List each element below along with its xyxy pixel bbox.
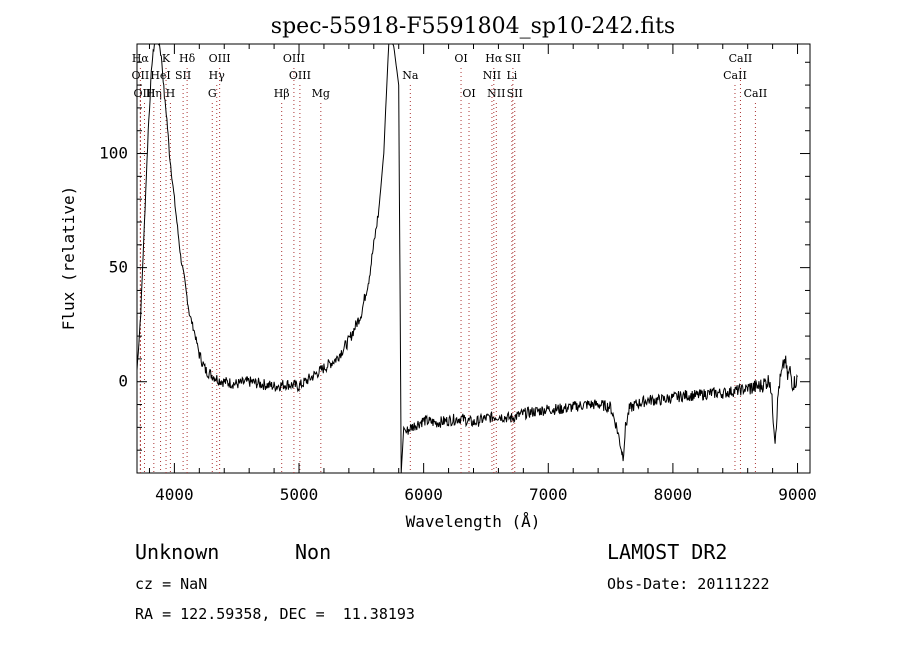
line-label-10: Hγ — [209, 69, 226, 82]
line-label-1: OII — [132, 69, 150, 82]
line-label-15: Mg — [312, 87, 330, 100]
line-label-24: SII — [507, 87, 523, 100]
y-tick-label: 100 — [99, 144, 128, 163]
line-label-23: Li — [506, 69, 517, 82]
line-label-19: Hα — [485, 52, 503, 65]
y-axis-label: Flux (relative) — [59, 186, 78, 331]
axis-ticks — [137, 44, 810, 473]
coordinates: RA = 122.59358, DEC = 11.38193 — [135, 605, 415, 623]
line-label-21: NII — [487, 87, 505, 100]
line-label-26: CaII — [723, 69, 747, 82]
object-subclass: Non — [295, 540, 332, 564]
line-label-9: OIII — [209, 52, 231, 65]
chart-title: spec-55918-F5591804_sp10-242.fits — [271, 14, 675, 39]
redshift-cz: cz = NaN — [135, 575, 208, 593]
line-label-5: K — [162, 52, 171, 65]
tick-labels: 4000 5000 6000 7000 8000 9000 0 50 100 — [99, 144, 817, 504]
line-label-8: Hδ — [179, 52, 196, 65]
x-tick-label: 7000 — [529, 485, 568, 504]
x-tick-label: 8000 — [654, 485, 693, 504]
object-class: Unknown — [135, 540, 220, 564]
spectrum-line — [136, 42, 798, 474]
observation-date: Obs-Date: 20111222 — [607, 575, 770, 593]
line-label-14: OIII — [289, 69, 311, 82]
x-tick-label: 5000 — [280, 485, 319, 504]
line-label-7: H — [166, 87, 176, 100]
x-tick-label: 9000 — [778, 485, 817, 504]
line-label-4: HeI — [150, 69, 170, 82]
line-label-22: SII — [505, 52, 521, 65]
line-label-0: Hα — [132, 52, 150, 65]
y-tick-label: 0 — [118, 372, 128, 391]
y-tick-label: 50 — [109, 258, 128, 277]
line-label-17: OI — [454, 52, 467, 65]
x-tick-label: 4000 — [155, 485, 194, 504]
line-label-11: G — [208, 87, 217, 100]
survey-name: LAMOST DR2 — [607, 540, 728, 564]
line-label-20: NII — [483, 69, 501, 82]
line-label-18: OI — [462, 87, 475, 100]
line-label-27: CaII — [744, 87, 768, 100]
x-tick-label: 6000 — [404, 485, 443, 504]
x-axis-label: Wavelength (Å) — [406, 512, 541, 531]
line-label-13: OIII — [283, 52, 305, 65]
line-label-12: Hβ — [274, 87, 290, 100]
line-label-6: SII — [175, 69, 191, 82]
line-label-16: Na — [402, 69, 419, 82]
plot-frame — [136, 43, 811, 474]
line-label-25: CaII — [729, 52, 753, 65]
line-label-3: Hη — [146, 87, 162, 100]
